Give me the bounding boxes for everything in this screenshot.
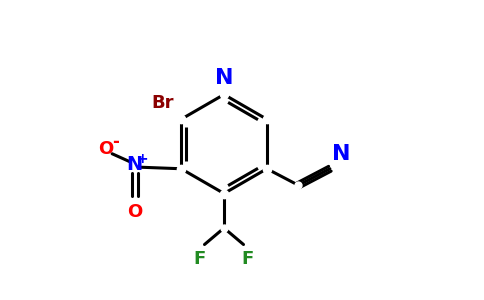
Text: O: O (127, 203, 142, 221)
Text: O: O (99, 140, 114, 158)
Text: F: F (194, 250, 206, 268)
Text: F: F (242, 250, 254, 268)
Text: N: N (215, 68, 233, 88)
Text: N: N (126, 155, 143, 174)
Text: -: - (113, 133, 120, 151)
Text: Br: Br (151, 94, 174, 112)
Text: +: + (136, 152, 148, 166)
Text: N: N (333, 144, 351, 164)
